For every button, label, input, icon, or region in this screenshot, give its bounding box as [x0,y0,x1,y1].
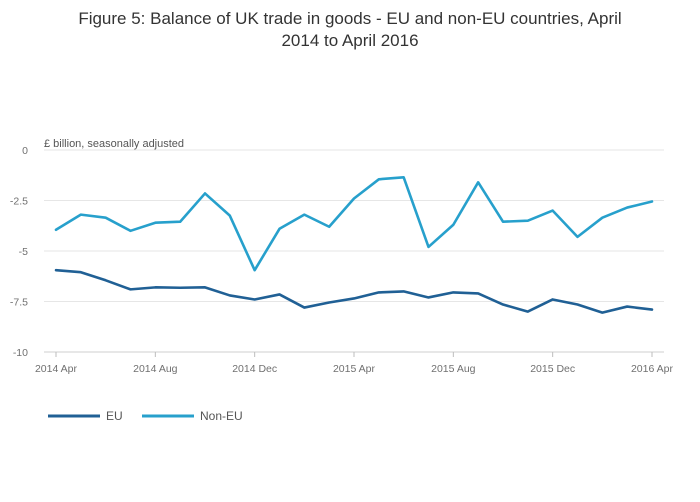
unit-label: £ billion, seasonally adjusted [44,138,184,150]
legend-label-non-eu: Non-EU [200,409,243,423]
series-line-eu[interactable] [54,268,654,314]
x-tick-label: 2015 Apr [333,363,376,375]
chart-title-line-2: 2014 to April 2016 [281,31,418,50]
legend-item-non-eu[interactable]: Non-EU [142,409,243,423]
y-axis-ticks: 0 -2.5 -5 -7.5 -10 [10,145,28,359]
legend-label-eu: EU [106,409,123,423]
x-tick-label: 2015 Aug [431,363,476,375]
chart-title-line-1: Figure 5: Balance of UK trade in goods -… [78,9,621,28]
x-tick-label: 2014 Dec [232,363,277,375]
legend-item-eu[interactable]: EU [48,409,123,423]
x-tick-label: 2015 Dec [530,363,575,375]
x-tick-label: 2016 Apr [631,363,674,375]
x-tick-label: 2014 Apr [35,363,78,375]
y-tick-label: -2.5 [10,196,28,208]
x-tick-label: 2014 Aug [133,363,178,375]
y-tick-label: -7.5 [10,297,28,309]
y-tick-label: -5 [19,246,28,258]
x-axis-ticks: 2014 Apr 2014 Aug 2014 Dec 2015 Apr 2015 Aug… [35,352,674,375]
series-line-non-eu[interactable] [54,175,654,272]
grid [44,149,664,353]
plot-area [54,175,654,314]
y-tick-label: 0 [22,145,28,157]
y-tick-label: -10 [13,347,28,359]
legend: EU Non-EU [48,409,243,423]
